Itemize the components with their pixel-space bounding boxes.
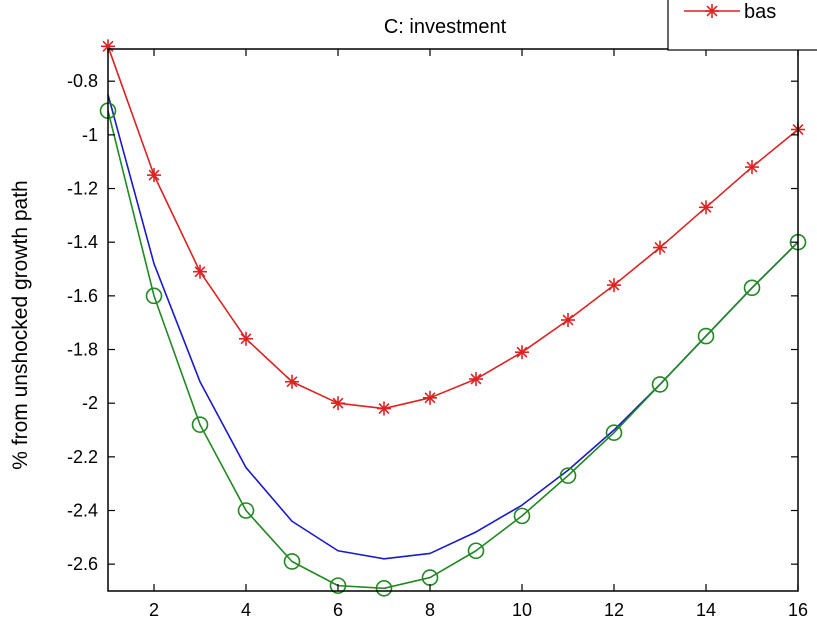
star-marker [377,401,391,416]
legend-box [667,0,817,51]
circle-marker [743,279,761,297]
circle-marker [467,542,485,560]
circle-marker [237,502,255,519]
x-tick-label: 4 [241,600,251,620]
star-marker [561,313,575,327]
y-tick-label: -1.2 [67,179,98,199]
star-marker [607,278,621,293]
circle-marker [375,580,393,597]
y-tick-label: -1.6 [67,286,98,306]
y-tick-label: -1.8 [67,340,98,360]
star-marker [705,4,719,18]
x-tick-label: 10 [512,600,532,620]
legend: bas [667,0,817,51]
x-tick-label: 2 [149,600,159,620]
x-tick-label: 8 [425,600,435,620]
series-line-1 [107,94,799,560]
chart-title: C: investment [384,16,507,38]
axes-box [107,48,799,592]
legend-label-bas: bas [744,1,776,23]
series-line [107,110,799,590]
y-axis-label: % from unshocked growth path [9,180,32,470]
legend-marker-star-icon [705,4,719,18]
star-marker [285,374,299,389]
circle-marker [651,376,669,393]
star-marker [193,264,207,279]
circle-marker [697,327,715,345]
star-marker [515,345,529,360]
series-line [107,46,799,410]
x-tick-label: 12 [604,600,624,620]
star-marker [745,160,759,175]
circle-marker [559,467,577,484]
y-tick-label: -2.6 [67,554,98,574]
circle-marker [329,577,347,594]
star-marker [147,168,161,183]
series-bas [101,39,805,416]
star-marker [239,331,253,346]
circle-marker [605,424,623,441]
series-line [107,94,799,560]
star-marker [653,240,667,255]
x-tick-label: 6 [333,600,343,620]
y-tick-label: -0.8 [67,71,98,91]
star-marker [469,372,483,387]
circle-marker [191,416,209,433]
circle-marker [513,507,531,525]
circle-marker [145,287,163,305]
series-layer [99,39,807,597]
y-tick-label: -1 [82,125,98,145]
y-tick-label: -2.2 [67,447,98,467]
y-tick-label: -2 [82,393,98,413]
series-line-2 [99,102,807,597]
y-tick-label: -1.4 [67,232,98,252]
star-marker [331,396,345,411]
x-tick-label: 14 [696,600,716,620]
x-tick-label: 16 [788,600,808,620]
y-tick-label: -2.4 [67,501,98,521]
circle-marker [283,553,301,570]
star-marker [699,200,713,215]
star-marker [423,390,437,405]
ticks-layer: 2 4 6 8 10 12 14 16 -2.6 -2.4 -2.2 -2 -1.8 -1.6 -1.4 -1… [67,49,808,620]
